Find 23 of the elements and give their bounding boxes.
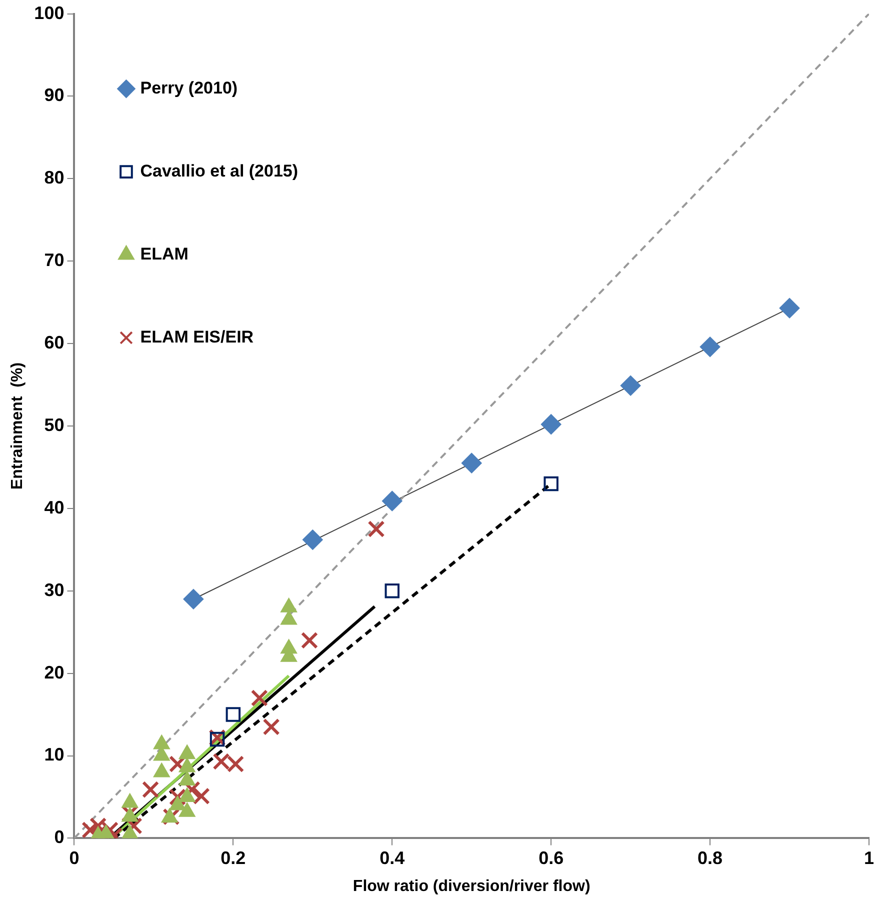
x-tick-label: 0 [69,848,80,868]
x-tick-label: 0.2 [220,848,246,868]
x-tick-label: 0.8 [698,848,723,868]
x-tick-label: 0.6 [538,848,564,868]
y-tick-label: 10 [44,744,64,765]
y-tick-label: 60 [44,332,64,353]
legend-label: Perry (2010) [140,78,238,98]
x-tick-label: 0.4 [380,848,405,868]
y-axis-title: Entrainment (%) [9,362,26,490]
y-tick-label: 30 [44,580,64,600]
legend-label: ELAM EIS/EIR [140,327,254,346]
y-tick-label: 50 [44,414,64,435]
y-tick-label: 100 [34,2,64,23]
y-tick-label: 80 [44,168,64,188]
y-tick-label: 70 [44,250,64,270]
y-tick-label: 20 [44,662,64,682]
legend-label: ELAM [140,244,188,264]
y-tick-label: 40 [44,497,64,518]
x-axis-title: Flow ratio (diversion/river flow) [352,878,590,895]
legend-label: Cavallio et al (2015) [140,161,298,180]
x-tick-label: 1 [864,848,874,868]
y-tick-label: 0 [54,827,64,848]
y-tick-label: 90 [44,85,64,106]
